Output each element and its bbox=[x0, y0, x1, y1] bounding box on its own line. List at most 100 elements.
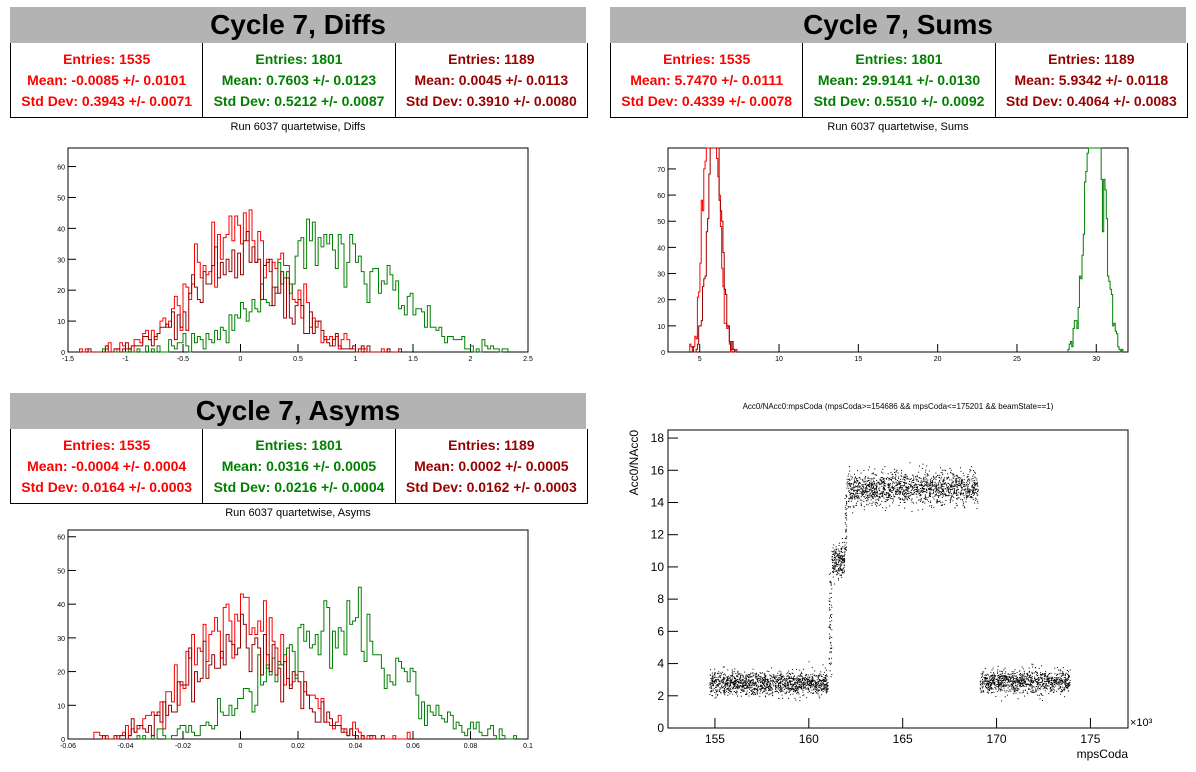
scatter-point bbox=[1045, 683, 1047, 685]
scatter-point bbox=[997, 682, 999, 684]
scatter-point bbox=[798, 678, 800, 680]
scatter-point bbox=[739, 682, 741, 684]
scatter-point bbox=[1068, 678, 1070, 680]
scatter-point bbox=[988, 684, 990, 686]
scatter-point bbox=[940, 472, 942, 474]
scatter-point bbox=[1019, 683, 1021, 684]
scatter-point bbox=[1025, 680, 1026, 682]
scatter-point bbox=[1056, 679, 1058, 681]
scatter-point bbox=[969, 497, 971, 498]
scatter-point bbox=[1064, 683, 1066, 685]
scatter-point bbox=[864, 496, 866, 498]
scatter-point bbox=[758, 674, 759, 676]
scatter-point bbox=[833, 560, 835, 562]
scatter-point bbox=[831, 637, 833, 639]
scatter-point bbox=[898, 504, 900, 506]
scatter-point bbox=[1051, 679, 1053, 681]
scatter-point bbox=[1049, 690, 1051, 692]
scatter-point bbox=[815, 685, 817, 687]
scatter-point bbox=[722, 690, 724, 692]
scatter-point bbox=[776, 681, 778, 682]
scatter-point bbox=[891, 490, 893, 492]
scatter-point bbox=[848, 479, 850, 480]
scatter-point bbox=[861, 492, 863, 494]
scatter-point bbox=[839, 564, 841, 565]
scatter-point bbox=[930, 485, 932, 487]
scatter-point bbox=[1044, 675, 1046, 677]
scatter-point bbox=[814, 680, 816, 682]
y-tick-label: 30 bbox=[57, 636, 65, 643]
scatter-point bbox=[976, 479, 978, 481]
scatter-point bbox=[988, 681, 990, 683]
scatter-point bbox=[895, 474, 897, 475]
scatter-point bbox=[845, 512, 847, 514]
scatter-point bbox=[786, 673, 788, 675]
scatter-point bbox=[904, 482, 906, 484]
scatter-point bbox=[935, 487, 937, 488]
scatter-point bbox=[843, 572, 845, 574]
scatter-point bbox=[743, 684, 745, 686]
scatter-point bbox=[843, 560, 845, 562]
scatter-point bbox=[1040, 677, 1042, 678]
scatter-point bbox=[885, 483, 887, 485]
scatter-point bbox=[766, 679, 768, 680]
scatter-point bbox=[847, 506, 849, 507]
scatter-point bbox=[991, 682, 993, 684]
scatter-point bbox=[1064, 680, 1066, 682]
scatter-point bbox=[1015, 688, 1017, 690]
scatter-point bbox=[777, 685, 779, 687]
scatter-point bbox=[972, 492, 974, 494]
scatter-point bbox=[1046, 678, 1048, 680]
scatter-point bbox=[833, 567, 835, 569]
scatter-point bbox=[1004, 673, 1006, 675]
scatter-point bbox=[905, 477, 907, 479]
scatter-point bbox=[836, 564, 838, 566]
scatter-point bbox=[972, 491, 974, 493]
scatter-point bbox=[977, 482, 979, 484]
scatter-point bbox=[751, 679, 753, 680]
scatter-point bbox=[763, 678, 765, 680]
scatter-point bbox=[803, 687, 804, 689]
scatter-point bbox=[875, 493, 876, 495]
scatter-point bbox=[792, 685, 794, 687]
scatter-point bbox=[1063, 688, 1064, 690]
scatter-point bbox=[1037, 684, 1039, 686]
scatter-point bbox=[772, 676, 774, 678]
scatter-point bbox=[753, 681, 755, 683]
scatter-point bbox=[709, 682, 711, 684]
scatter-point bbox=[995, 687, 997, 689]
scatter-point bbox=[1057, 679, 1059, 681]
scatter-point bbox=[931, 489, 933, 491]
scatter-point bbox=[845, 514, 847, 516]
scatter-point bbox=[902, 492, 903, 494]
scatter-point bbox=[802, 683, 803, 685]
scatter-point bbox=[728, 679, 730, 681]
scatter-point bbox=[952, 485, 954, 487]
scatter-point bbox=[1014, 675, 1016, 677]
scatter-point bbox=[1061, 689, 1063, 691]
scatter-point bbox=[997, 676, 999, 678]
scatter-point bbox=[777, 688, 779, 690]
scatter-point bbox=[738, 682, 740, 684]
scatter-point bbox=[1044, 687, 1045, 689]
scatter-point bbox=[920, 491, 922, 493]
scatter-point bbox=[1041, 674, 1043, 676]
scatter-point bbox=[941, 484, 943, 486]
scatter-point bbox=[855, 504, 857, 506]
scatter-point bbox=[1064, 680, 1066, 682]
scatter-point bbox=[966, 483, 968, 485]
scatter-point bbox=[753, 691, 754, 693]
scatter-point bbox=[944, 503, 945, 505]
scatter-point bbox=[903, 475, 905, 477]
scatter-point bbox=[902, 491, 904, 493]
scatter-point bbox=[875, 484, 877, 486]
scatter-point bbox=[999, 683, 1000, 685]
scatter-point bbox=[860, 488, 862, 490]
scatter-point bbox=[979, 687, 981, 689]
scatter-point bbox=[974, 476, 976, 478]
scatter-point bbox=[948, 477, 950, 479]
scatter-point bbox=[853, 493, 855, 494]
scatter-point bbox=[836, 562, 837, 564]
scatter-point bbox=[764, 681, 766, 683]
scatter-point bbox=[840, 556, 841, 558]
